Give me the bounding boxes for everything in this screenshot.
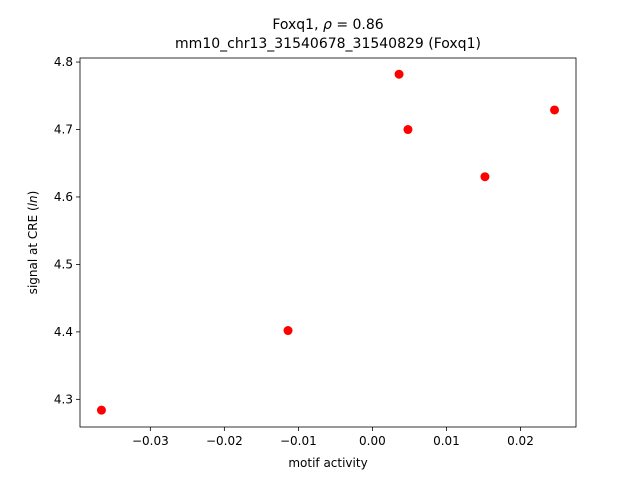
data-point bbox=[480, 172, 490, 182]
plot-area: −0.03 −0.02 −0.01 0.00 0.01 0.02 4.3 4.4 4.5 4.6 4… bbox=[54, 55, 560, 448]
data-point bbox=[550, 105, 560, 115]
x-tick-label: −0.01 bbox=[280, 434, 317, 448]
data-point bbox=[96, 405, 106, 415]
y-tick-label: 4.5 bbox=[54, 257, 73, 271]
x-tick-label: 0.00 bbox=[359, 434, 386, 448]
y-axis-label-suffix: ) bbox=[26, 191, 40, 196]
y-axis-label: signal at CRE (ln) bbox=[26, 191, 40, 295]
data-point bbox=[394, 69, 404, 79]
y-tick-label: 4.7 bbox=[54, 123, 73, 137]
y-axis-label-italic: ln bbox=[26, 195, 40, 206]
chart-title: Foxq1, ρ = 0.86 bbox=[272, 17, 383, 33]
x-axis-label: motif activity bbox=[288, 456, 367, 470]
x-tick-label: −0.03 bbox=[132, 434, 169, 448]
y-axis-label-prefix: signal at CRE ( bbox=[26, 206, 40, 294]
data-point bbox=[403, 125, 413, 135]
chart-subtitle: mm10_chr13_31540678_31540829 (Foxq1) bbox=[175, 36, 481, 52]
chart-title-suffix: = 0.86 bbox=[332, 17, 384, 33]
x-tick-label: −0.02 bbox=[206, 434, 243, 448]
y-tick-label: 4.8 bbox=[54, 55, 73, 69]
chart-title-prefix: Foxq1, bbox=[272, 17, 323, 33]
y-tick-label: 4.6 bbox=[54, 190, 73, 204]
x-tick-label: 0.01 bbox=[433, 434, 460, 448]
x-tick-label: 0.02 bbox=[507, 434, 534, 448]
chart-title-rho: ρ bbox=[323, 17, 332, 33]
y-tick-label: 4.4 bbox=[54, 325, 73, 339]
axes-frame bbox=[79, 57, 577, 428]
y-tick-label: 4.3 bbox=[54, 392, 73, 406]
data-point bbox=[283, 326, 293, 336]
